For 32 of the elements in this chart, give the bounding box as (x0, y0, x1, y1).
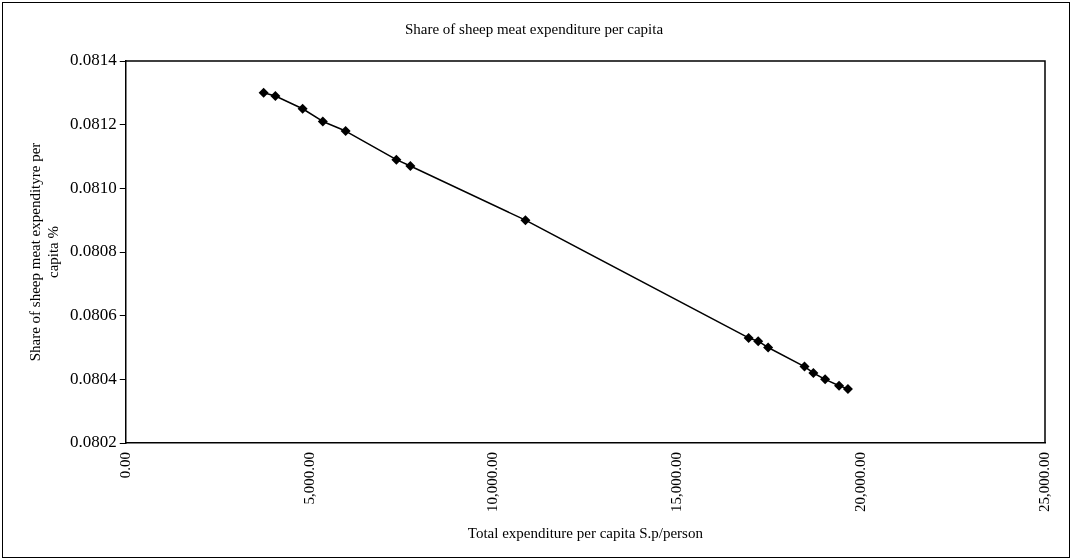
point (743, 332, 754, 343)
point (763, 342, 774, 353)
y-axis-title: Share of sheep meat expendityre per capita % (26, 142, 61, 362)
y-tick-label: 0.0814 (70, 50, 118, 70)
point (405, 161, 416, 172)
y-tick-label: 0.0804 (70, 368, 118, 388)
point (258, 87, 269, 98)
x-tick-label: 5,000.00 (300, 452, 317, 505)
y-tick-label: 0.0808 (70, 241, 117, 261)
y-tick-label: 0.0812 (70, 114, 117, 134)
y-tick-label: 0.0802 (70, 432, 117, 452)
x-tick-label: 25,000.00 (1035, 452, 1052, 512)
x-axis-title: Total expenditure per capita S.p/person (467, 524, 704, 541)
point (753, 336, 764, 347)
y-tick-label: 0.0810 (70, 177, 117, 197)
x-tick-label: 10,000.00 (484, 452, 501, 512)
point (799, 361, 810, 372)
x-tick-label: 15,000.00 (668, 452, 685, 512)
point (270, 91, 281, 102)
point (520, 215, 531, 226)
point (391, 154, 402, 165)
chart-title: Share of sheep meat expenditure per capita (404, 20, 664, 37)
x-tick-label: 0.00 (116, 452, 133, 479)
point (340, 126, 351, 137)
point (834, 380, 845, 391)
x-tick-label: 20,000.00 (852, 452, 869, 512)
y-tick-label: 0.0806 (70, 305, 117, 325)
point (842, 383, 853, 394)
point (820, 374, 831, 385)
point (808, 367, 819, 378)
point (317, 116, 328, 127)
point (297, 103, 308, 114)
